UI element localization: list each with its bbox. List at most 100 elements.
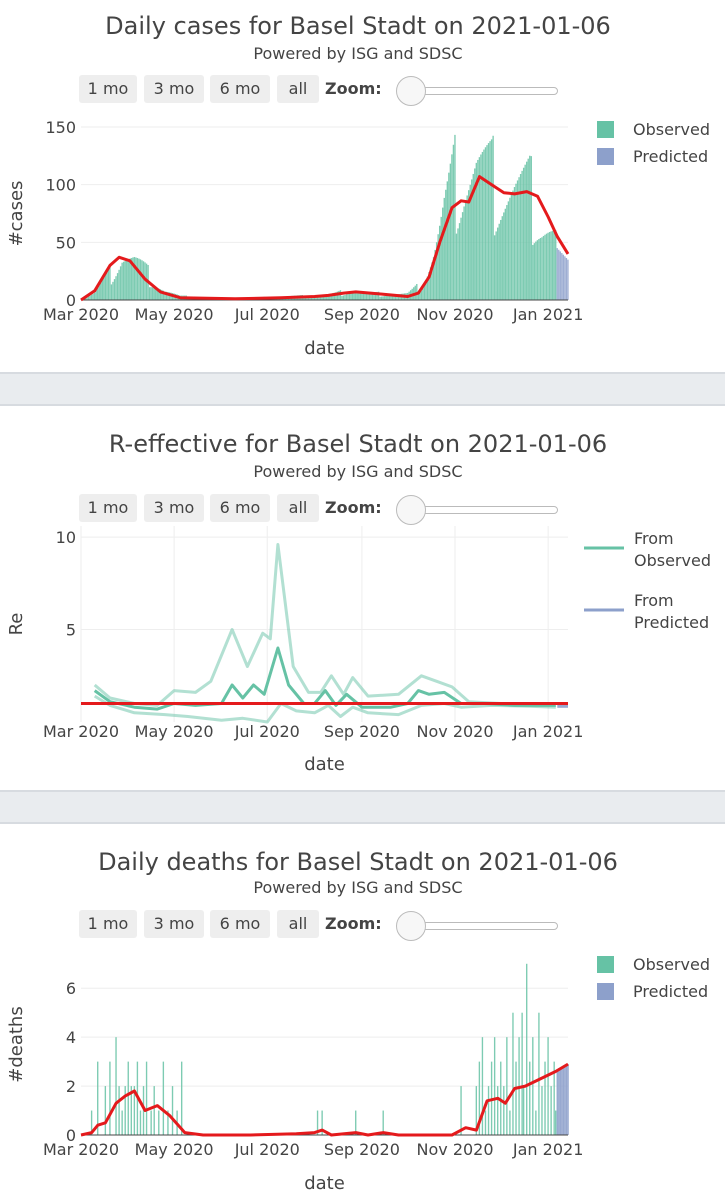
observed-bar bbox=[538, 1012, 540, 1135]
observed-bar bbox=[519, 174, 522, 300]
re-chart: 5 10 Mar 2020 May 2020 Jul 2020 Sep 2020 Nov 2… bbox=[6, 526, 711, 775]
observed-bar bbox=[136, 257, 139, 300]
observed-bar bbox=[119, 266, 122, 300]
x-tick-label: Jul 2020 bbox=[234, 722, 300, 741]
legend-label: Observed bbox=[633, 120, 710, 139]
y-axis-title: #cases bbox=[6, 181, 27, 247]
range-button-3mo[interactable]: 3 mo bbox=[144, 494, 204, 522]
re-lower-line bbox=[93, 694, 556, 724]
observed-bar bbox=[526, 963, 528, 1135]
zoom-slider-handle[interactable] bbox=[396, 495, 426, 525]
predicted-bar bbox=[564, 256, 566, 300]
observed-bar bbox=[388, 295, 390, 300]
observed-bar bbox=[168, 292, 171, 300]
observed-bar bbox=[86, 297, 88, 300]
observed-bar bbox=[385, 295, 387, 300]
observed-bar bbox=[112, 281, 114, 300]
observed-bar bbox=[379, 296, 381, 300]
observed-bar bbox=[483, 149, 485, 300]
legend-label: Observed bbox=[634, 551, 711, 570]
range-button-1mo[interactable]: 1 mo bbox=[79, 494, 137, 522]
observed-bar bbox=[306, 297, 308, 300]
observed-bar bbox=[93, 292, 96, 300]
observed-bar bbox=[533, 243, 536, 300]
observed-bar bbox=[425, 280, 427, 300]
observed-bar bbox=[500, 1061, 502, 1135]
predicted-bar bbox=[559, 1067, 562, 1135]
observed-bar bbox=[484, 147, 487, 300]
zoom-slider-handle[interactable] bbox=[396, 76, 426, 106]
observed-bar bbox=[316, 296, 319, 300]
observed-bar bbox=[109, 1061, 111, 1135]
observed-bar bbox=[452, 144, 455, 300]
observed-bar bbox=[133, 1086, 136, 1135]
observed-bar bbox=[481, 1037, 484, 1135]
zoom-slider-handle[interactable] bbox=[396, 911, 426, 941]
observed-bar bbox=[106, 270, 108, 300]
observed-bar bbox=[371, 291, 374, 300]
observed-bar bbox=[480, 154, 482, 300]
observed-bar bbox=[139, 1110, 142, 1135]
range-button-all[interactable]: all bbox=[277, 75, 319, 103]
range-button-all[interactable]: all bbox=[277, 910, 319, 938]
range-button-1mo[interactable]: 1 mo bbox=[79, 75, 137, 103]
observed-bar bbox=[461, 212, 464, 300]
range-button-6mo[interactable]: 6 mo bbox=[210, 494, 270, 522]
observed-bar bbox=[501, 216, 503, 300]
observed-bar bbox=[468, 190, 470, 300]
observed-bar bbox=[498, 223, 500, 300]
y-tick-label: 6 bbox=[66, 979, 76, 998]
cases-chart: 0 50 100 150 Mar 2020 May 2020 Jul 2020 Sep 202… bbox=[6, 118, 710, 359]
observed-bar bbox=[124, 260, 126, 300]
range-button-3mo[interactable]: 3 mo bbox=[144, 910, 204, 938]
deaths-chart: 0 2 4 6 Mar 2020 May 2020 Jul 2020 Sep 2020 Nov … bbox=[6, 955, 710, 1194]
observed-bar bbox=[130, 1086, 132, 1135]
observed-bar bbox=[460, 217, 462, 300]
observed-bar bbox=[109, 263, 111, 300]
observed-bar bbox=[104, 1086, 107, 1135]
observed-bar bbox=[364, 291, 366, 300]
cases-panel: Daily cases for Basel Stadt on 2021-01-0… bbox=[0, 0, 725, 372]
observed-bar bbox=[145, 1061, 148, 1135]
range-button-6mo[interactable]: 6 mo bbox=[210, 910, 270, 938]
observed-bar bbox=[321, 1110, 323, 1135]
observed-bar bbox=[167, 1110, 169, 1135]
trend-line bbox=[80, 1062, 569, 1137]
observed-bar bbox=[162, 1061, 165, 1135]
predicted-bar bbox=[556, 248, 558, 300]
observed-bar bbox=[153, 1086, 155, 1135]
observed-bar bbox=[422, 287, 424, 300]
observed-bar bbox=[342, 295, 345, 300]
observed-bar bbox=[339, 290, 342, 300]
range-button-all[interactable]: all bbox=[277, 494, 319, 522]
observed-bar bbox=[487, 1086, 490, 1135]
observed-bar bbox=[553, 230, 555, 300]
observed-bar bbox=[150, 1110, 152, 1135]
range-button-1mo[interactable]: 1 mo bbox=[79, 910, 137, 938]
observed-bar bbox=[510, 194, 513, 300]
observed-bar bbox=[394, 294, 397, 300]
observed-bar bbox=[463, 206, 465, 300]
observed-bar bbox=[126, 260, 128, 300]
x-tick-label: May 2020 bbox=[135, 1140, 214, 1159]
observed-bar bbox=[138, 258, 140, 300]
observed-bar bbox=[318, 296, 320, 300]
chart-title: R-effective for Basel Stadt on 2021-01-0… bbox=[108, 430, 608, 458]
observed-bar bbox=[416, 284, 418, 300]
observed-bar bbox=[313, 297, 316, 300]
range-button-6mo[interactable]: 6 mo bbox=[210, 75, 270, 103]
observed-bar bbox=[426, 276, 429, 300]
x-tick-label: Sep 2020 bbox=[324, 305, 400, 324]
observed-bar bbox=[475, 162, 478, 300]
observed-bar bbox=[493, 235, 496, 300]
range-button-3mo[interactable]: 3 mo bbox=[144, 75, 204, 103]
observed-bar bbox=[509, 1110, 511, 1135]
observed-bar bbox=[527, 158, 529, 300]
y-tick-label: 5 bbox=[66, 621, 76, 640]
observed-bar bbox=[440, 216, 442, 300]
y-tick-label: 10 bbox=[56, 528, 76, 547]
x-tick-label: Nov 2020 bbox=[417, 1140, 494, 1159]
observed-bar bbox=[384, 296, 386, 300]
observed-bar bbox=[153, 287, 155, 300]
observed-bar bbox=[504, 208, 507, 300]
